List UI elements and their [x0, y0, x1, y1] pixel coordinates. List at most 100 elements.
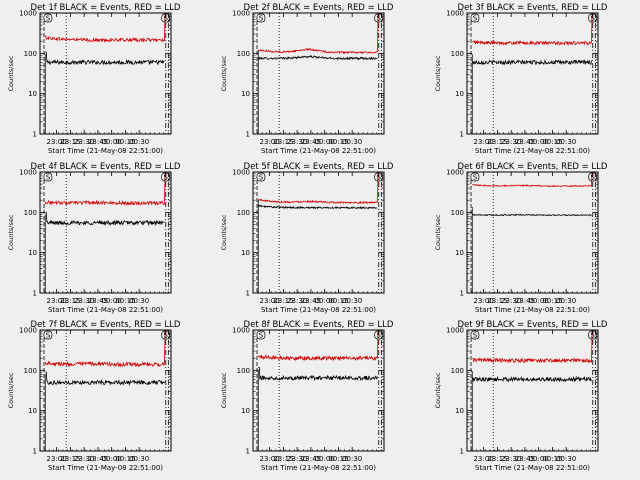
marker-label: S: [46, 174, 51, 182]
x-tick-label: 00:15: [542, 138, 562, 146]
plot-frame: [252, 12, 385, 135]
x-tick-label: 23:00: [260, 138, 280, 146]
plot-frame: [39, 329, 172, 452]
y-tick-label: 1: [33, 448, 37, 456]
panel-title: Det 5f BLACK = Events, RED = LLD: [244, 162, 394, 172]
x-tick-label: 00:15: [542, 297, 562, 305]
x-tick-label: 00:00: [315, 455, 335, 463]
marker-box: [161, 13, 171, 23]
y-tick-label: 1: [33, 290, 37, 298]
lld-series-line: [257, 12, 379, 55]
marker-label: S: [473, 332, 478, 340]
marker-box: [470, 330, 480, 340]
y-tick-label: 100: [237, 50, 250, 58]
x-tick-label: 23:15: [60, 455, 80, 463]
x-axis-label: Start Time (21-May-08 22:51:00): [475, 147, 590, 155]
plot-frame: [252, 329, 385, 452]
y-tick-label: 1000: [232, 327, 250, 335]
panel-title: Det 3f BLACK = Events, RED = LLD: [458, 3, 608, 13]
y-tick-label: 100: [24, 50, 37, 58]
marker-box: [161, 172, 171, 182]
lld-series-line: [257, 171, 379, 205]
x-tick-label: 23:45: [301, 297, 321, 305]
x-tick-label: 23:45: [301, 455, 321, 463]
x-tick-label: 23:00: [47, 138, 67, 146]
events-series-line: [472, 375, 592, 383]
marker-box: [43, 172, 53, 182]
marker-label: S: [590, 332, 595, 340]
x-tick-label: 00:15: [115, 138, 135, 146]
y-tick-label: 1000: [19, 10, 37, 18]
detector-panel: Det 6f BLACK = Events, RED = LLD Counts/s…: [434, 162, 608, 314]
x-tick-label: 23:45: [515, 297, 535, 305]
plot-frame: [252, 171, 385, 294]
events-series-line: [45, 371, 165, 387]
y-axis-label: Counts/sec: [220, 372, 228, 408]
y-tick-label: 1000: [19, 327, 37, 335]
events-series-line: [257, 204, 378, 210]
x-tick-label: 23:15: [60, 138, 80, 146]
y-tick-label: 1000: [446, 10, 464, 18]
panel-title: Det 8f BLACK = Events, RED = LLD: [244, 320, 394, 330]
panel-title: Det 9f BLACK = Events, RED = LLD: [458, 320, 608, 330]
panel-title: Det 7f BLACK = Events, RED = LLD: [31, 320, 181, 330]
x-tick-label: 23:15: [487, 297, 507, 305]
x-tick-label: 23:00: [47, 455, 67, 463]
x-tick-label: 23:15: [273, 297, 293, 305]
y-axis-label: Counts/sec: [7, 55, 15, 91]
panel-title: Det 2f BLACK = Events, RED = LLD: [244, 3, 394, 13]
y-axis-label: Counts/sec: [434, 372, 442, 408]
marker-label: S: [163, 174, 168, 182]
detector-panel: Det 7f BLACK = Events, RED = LLD Counts/s…: [7, 320, 181, 472]
y-tick-label: 100: [451, 50, 464, 58]
panel-title: Det 4f BLACK = Events, RED = LLD: [31, 162, 181, 172]
marker-box: [470, 13, 480, 23]
y-tick-label: 1000: [232, 10, 250, 18]
y-tick-label: 10: [455, 90, 464, 98]
x-tick-label: 23:45: [88, 138, 108, 146]
y-axis-label: Counts/sec: [7, 372, 15, 408]
y-tick-label: 10: [241, 407, 250, 415]
marker-label: S: [590, 174, 595, 182]
detector-panel: Det 5f BLACK = Events, RED = LLD Counts/s…: [220, 162, 394, 314]
detector-panel: Det 9f BLACK = Events, RED = LLD Counts/s…: [434, 320, 608, 472]
y-tick-label: 1000: [19, 169, 37, 177]
plot-frame: [466, 12, 599, 135]
x-tick-label: 00:00: [529, 455, 549, 463]
x-axis-label: Start Time (21-May-08 22:51:00): [261, 306, 376, 314]
marker-box: [588, 330, 598, 340]
x-tick-label: 23:30: [501, 297, 521, 305]
x-tick-label: 23:00: [260, 297, 280, 305]
marker-box: [161, 330, 171, 340]
marker-box: [43, 330, 53, 340]
y-tick-label: 100: [237, 209, 250, 217]
y-axis-label: Counts/sec: [434, 55, 442, 91]
x-axis-label: Start Time (21-May-08 22:51:00): [48, 306, 163, 314]
x-tick-label: 00:30: [129, 138, 149, 146]
y-axis-label: Counts/sec: [7, 214, 15, 250]
x-tick-label: 00:00: [315, 297, 335, 305]
lld-series-line: [472, 171, 593, 188]
x-tick-label: 23:00: [474, 455, 494, 463]
x-tick-label: 23:30: [287, 297, 307, 305]
x-tick-label: 23:30: [74, 455, 94, 463]
x-tick-label: 23:00: [47, 297, 67, 305]
x-tick-label: 00:15: [115, 297, 135, 305]
marker-box: [470, 172, 480, 182]
x-tick-label: 23:15: [273, 455, 293, 463]
x-tick-label: 23:30: [74, 297, 94, 305]
marker-label: S: [376, 15, 381, 23]
y-axis-label: Counts/sec: [220, 55, 228, 91]
marker-label: S: [46, 332, 51, 340]
x-tick-label: 00:00: [102, 138, 122, 146]
x-axis-label: Start Time (21-May-08 22:51:00): [475, 464, 590, 472]
x-tick-label: 00:30: [129, 455, 149, 463]
events-series-line: [45, 212, 165, 227]
y-tick-label: 1000: [446, 169, 464, 177]
marker-label: S: [163, 332, 168, 340]
marker-box: [588, 172, 598, 182]
detector-panel: Det 3f BLACK = Events, RED = LLD Counts/s…: [434, 3, 608, 155]
y-tick-label: 10: [455, 407, 464, 415]
x-tick-label: 00:00: [529, 297, 549, 305]
plot-frame: [39, 12, 172, 135]
